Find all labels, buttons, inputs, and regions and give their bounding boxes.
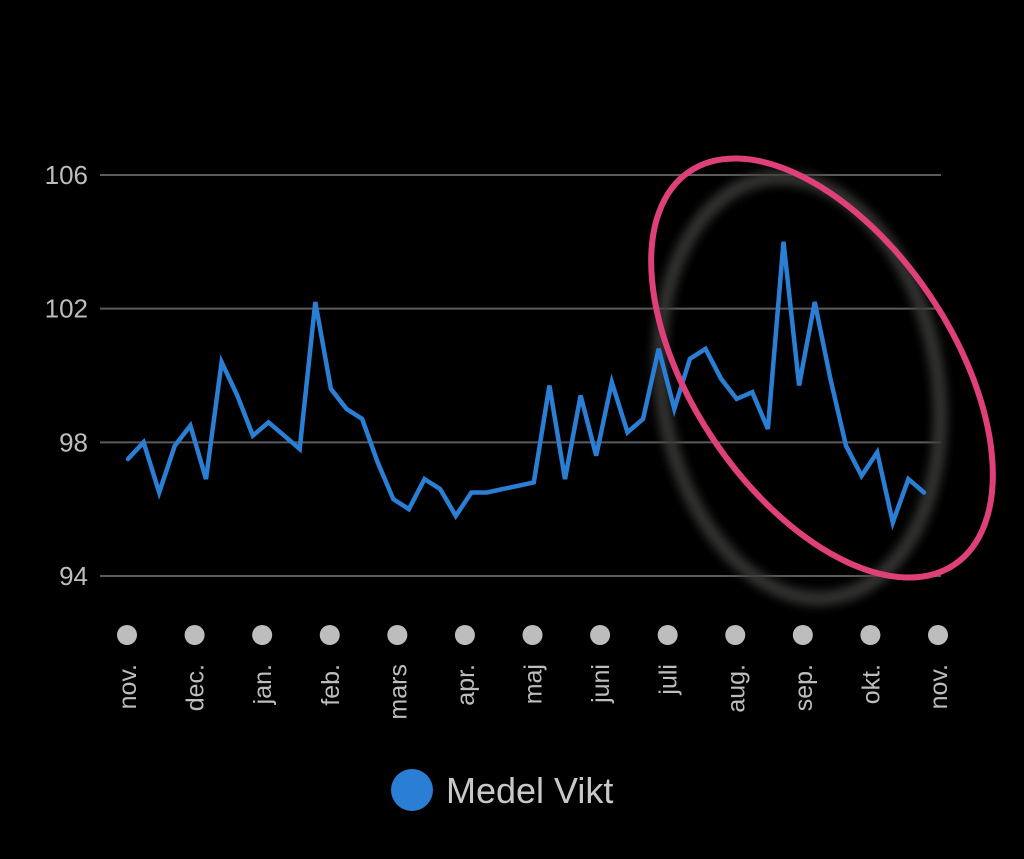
x-tick-label: nov. xyxy=(114,664,142,709)
x-tick-label: dec. xyxy=(182,664,210,711)
x-tick-label: sep. xyxy=(790,664,818,711)
annotation-shadow-ellipse xyxy=(652,170,948,606)
y-tick-label: 94 xyxy=(59,561,88,591)
x-tick-label: feb. xyxy=(317,664,345,706)
x-tick-label: okt. xyxy=(857,664,885,704)
x-tick-dot xyxy=(860,625,881,645)
annotation-ellipse xyxy=(648,155,996,581)
series-line-0 xyxy=(125,241,927,531)
x-tick-label: nov. xyxy=(925,664,953,709)
x-tick-dot xyxy=(522,625,543,645)
x-tick-label: jan. xyxy=(249,664,277,705)
x-tick-dot xyxy=(387,625,408,645)
legend: Medel Vikt xyxy=(391,769,613,811)
x-tick-label: maj xyxy=(520,664,548,704)
series-layer xyxy=(125,241,927,531)
x-tick-dot xyxy=(252,625,273,645)
x-tick-dot xyxy=(184,625,205,645)
x-tick-dot xyxy=(319,625,340,645)
x-tick-label: juni xyxy=(587,664,615,704)
legend-marker xyxy=(391,769,433,811)
y-tick-label: 106 xyxy=(45,160,88,190)
legend-label: Medel Vikt xyxy=(446,770,613,811)
x-tick-label: juli xyxy=(655,664,683,696)
x-tick-dot xyxy=(792,625,813,645)
x-tick-label: mars xyxy=(384,664,412,720)
x-tick-dot xyxy=(117,625,137,645)
x-tick-label: aug. xyxy=(722,664,750,713)
x-tick-dot xyxy=(725,625,746,645)
y-axis-ticks: 94 98 102 106 xyxy=(45,160,88,591)
x-tick-dot xyxy=(590,625,611,645)
x-tick-dot xyxy=(928,625,948,645)
x-tick-label: apr. xyxy=(452,664,480,706)
y-tick-label: 102 xyxy=(45,294,88,324)
x-axis-ticks: nov. dec. jan. feb. mars apr. maj juni juli aug. s… xyxy=(114,625,953,720)
y-tick-label: 98 xyxy=(59,427,88,457)
x-tick-dot xyxy=(657,625,678,645)
x-tick-dot xyxy=(454,625,475,645)
